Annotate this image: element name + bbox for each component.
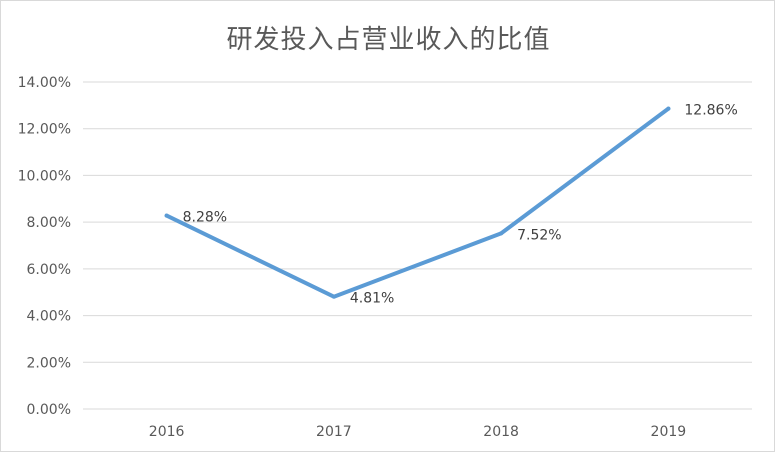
data-label: 12.86% <box>684 103 737 119</box>
y-tick-label: 14.00% <box>18 75 71 91</box>
y-tick-label: 2.00% <box>27 355 71 371</box>
y-tick-label: 10.00% <box>18 168 71 184</box>
data-point <box>164 213 169 218</box>
series-line <box>164 106 671 299</box>
series-layer <box>164 106 671 299</box>
data-point <box>331 294 336 299</box>
data-label: 8.28% <box>183 210 227 226</box>
y-tick-label: 6.00% <box>27 262 71 278</box>
x-tick-label: 2016 <box>149 424 185 440</box>
y-axis-tick-labels: 0.00% 2.00% 4.00% 6.00% 8.00% 10.00% 12.00% 14.… <box>18 75 71 418</box>
x-tick-label: 2019 <box>651 424 687 440</box>
chart-title: 研发投入占营业收入的比值 <box>226 25 551 55</box>
data-label: 7.52% <box>517 227 561 243</box>
data-labels: 8.28% 4.81% 7.52% 12.86% <box>183 103 738 307</box>
x-tick-label: 2018 <box>483 424 519 440</box>
x-axis-tick-labels: 2016 2017 2018 2019 <box>149 424 686 440</box>
data-label: 4.81% <box>350 291 394 307</box>
y-tick-label: 4.00% <box>27 309 71 325</box>
data-point <box>499 231 504 236</box>
data-point <box>666 106 671 111</box>
y-tick-label: 0.00% <box>27 402 71 418</box>
gridlines <box>83 81 752 410</box>
y-tick-label: 8.00% <box>27 215 71 231</box>
x-tick-label: 2017 <box>316 424 352 440</box>
y-tick-label: 12.00% <box>18 122 71 138</box>
